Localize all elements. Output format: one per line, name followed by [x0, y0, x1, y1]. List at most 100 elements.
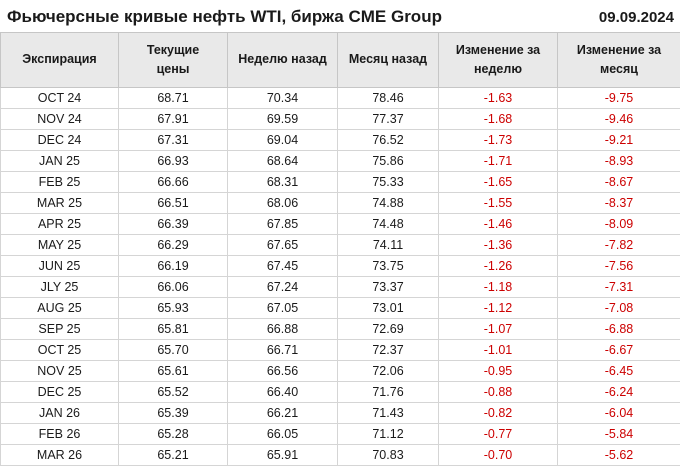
week-ago-cell: 68.06 — [227, 192, 338, 214]
current-price-cell: 66.19 — [118, 255, 228, 277]
report-date: 09.09.2024 — [598, 8, 674, 26]
table-row: MAR 26 65.21 65.91 70.83 -0.70 -5.62 — [0, 444, 680, 466]
month-ago-cell: 74.48 — [337, 213, 439, 235]
table-row: OCT 24 68.71 70.34 78.46 -1.63 -9.75 — [0, 87, 680, 109]
expiration-cell: DEC 25 — [0, 381, 119, 403]
expiration-cell: NOV 25 — [0, 360, 119, 382]
week-ago-cell: 66.71 — [227, 339, 338, 361]
futures-table-body: OCT 24 68.71 70.34 78.46 -1.63 -9.75 NOV 24 67.… — [0, 87, 680, 466]
expiration-cell: AUG 25 — [0, 297, 119, 319]
expiration-cell: JAN 25 — [0, 150, 119, 172]
table-row: OCT 25 65.70 66.71 72.37 -1.01 -6.67 — [0, 339, 680, 361]
expiration-cell: NOV 24 — [0, 108, 119, 130]
current-price-cell: 65.39 — [118, 402, 228, 424]
table-row: NOV 25 65.61 66.56 72.06 -0.95 -6.45 — [0, 360, 680, 382]
current-price-cell: 65.93 — [118, 297, 228, 319]
month-change-cell: -8.09 — [557, 213, 680, 235]
table-row: DEC 24 67.31 69.04 76.52 -1.73 -9.21 — [0, 129, 680, 151]
week-change-cell: -1.18 — [438, 276, 558, 298]
month-ago-cell: 75.33 — [337, 171, 439, 193]
month-ago-cell: 77.37 — [337, 108, 439, 130]
month-change-cell: -7.31 — [557, 276, 680, 298]
table-row: SEP 25 65.81 66.88 72.69 -1.07 -6.88 — [0, 318, 680, 340]
week-ago-cell: 66.05 — [227, 423, 338, 445]
month-ago-cell: 73.01 — [337, 297, 439, 319]
week-ago-cell: 66.88 — [227, 318, 338, 340]
expiration-cell: MAY 25 — [0, 234, 119, 256]
expiration-cell: MAR 25 — [0, 192, 119, 214]
current-price-cell: 65.52 — [118, 381, 228, 403]
month-ago-cell: 72.06 — [337, 360, 439, 382]
month-change-cell: -9.75 — [557, 87, 680, 109]
month-ago-cell: 76.52 — [337, 129, 439, 151]
month-change-cell: -9.21 — [557, 129, 680, 151]
month-ago-cell: 74.88 — [337, 192, 439, 214]
current-price-cell: 65.70 — [118, 339, 228, 361]
week-change-cell: -1.01 — [438, 339, 558, 361]
current-price-cell: 65.81 — [118, 318, 228, 340]
expiration-cell: FEB 26 — [0, 423, 119, 445]
week-ago-cell: 70.34 — [227, 87, 338, 109]
column-header-month-change: Изменение за месяц — [557, 32, 680, 88]
week-change-cell: -0.82 — [438, 402, 558, 424]
week-change-cell: -1.63 — [438, 87, 558, 109]
table-row: DEC 25 65.52 66.40 71.76 -0.88 -6.24 — [0, 381, 680, 403]
table-row: NOV 24 67.91 69.59 77.37 -1.68 -9.46 — [0, 108, 680, 130]
month-change-cell: -6.45 — [557, 360, 680, 382]
week-change-cell: -0.95 — [438, 360, 558, 382]
current-price-cell: 66.29 — [118, 234, 228, 256]
expiration-cell: OCT 25 — [0, 339, 119, 361]
week-change-cell: -1.26 — [438, 255, 558, 277]
week-change-cell: -1.46 — [438, 213, 558, 235]
table-row: JAN 25 66.93 68.64 75.86 -1.71 -8.93 — [0, 150, 680, 172]
column-header-current-price: Текущие цены — [118, 32, 228, 88]
month-change-cell: -5.62 — [557, 444, 680, 466]
month-change-cell: -6.88 — [557, 318, 680, 340]
month-change-cell: -7.08 — [557, 297, 680, 319]
current-price-cell: 68.71 — [118, 87, 228, 109]
week-ago-cell: 69.04 — [227, 129, 338, 151]
month-ago-cell: 74.11 — [337, 234, 439, 256]
table-row: JUN 25 66.19 67.45 73.75 -1.26 -7.56 — [0, 255, 680, 277]
expiration-cell: FEB 25 — [0, 171, 119, 193]
week-ago-cell: 67.45 — [227, 255, 338, 277]
month-ago-cell: 71.12 — [337, 423, 439, 445]
month-ago-cell: 71.43 — [337, 402, 439, 424]
column-header-week-change: Изменение за неделю — [438, 32, 558, 88]
current-price-cell: 66.51 — [118, 192, 228, 214]
current-price-cell: 66.93 — [118, 150, 228, 172]
month-ago-cell: 73.37 — [337, 276, 439, 298]
month-ago-cell: 72.37 — [337, 339, 439, 361]
month-ago-cell: 73.75 — [337, 255, 439, 277]
table-row: FEB 25 66.66 68.31 75.33 -1.65 -8.67 — [0, 171, 680, 193]
week-ago-cell: 67.85 — [227, 213, 338, 235]
table-row: MAR 25 66.51 68.06 74.88 -1.55 -8.37 — [0, 192, 680, 214]
week-ago-cell: 67.24 — [227, 276, 338, 298]
current-price-cell: 66.66 — [118, 171, 228, 193]
month-change-cell: -5.84 — [557, 423, 680, 445]
week-change-cell: -0.70 — [438, 444, 558, 466]
current-price-cell: 65.28 — [118, 423, 228, 445]
expiration-cell: DEC 24 — [0, 129, 119, 151]
table-row: JAN 26 65.39 66.21 71.43 -0.82 -6.04 — [0, 402, 680, 424]
month-change-cell: -6.24 — [557, 381, 680, 403]
expiration-cell: MAR 26 — [0, 444, 119, 466]
month-change-cell: -8.93 — [557, 150, 680, 172]
current-price-cell: 66.06 — [118, 276, 228, 298]
titlebar: Фьючерсные кривые нефть WTI, биржа CME G… — [0, 0, 680, 32]
month-change-cell: -6.04 — [557, 402, 680, 424]
table-row: JLY 25 66.06 67.24 73.37 -1.18 -7.31 — [0, 276, 680, 298]
week-ago-cell: 68.64 — [227, 150, 338, 172]
week-ago-cell: 67.65 — [227, 234, 338, 256]
week-ago-cell: 69.59 — [227, 108, 338, 130]
month-ago-cell: 72.69 — [337, 318, 439, 340]
current-price-cell: 67.31 — [118, 129, 228, 151]
week-ago-cell: 67.05 — [227, 297, 338, 319]
month-ago-cell: 78.46 — [337, 87, 439, 109]
week-change-cell: -1.73 — [438, 129, 558, 151]
month-change-cell: -6.67 — [557, 339, 680, 361]
week-change-cell: -0.77 — [438, 423, 558, 445]
month-ago-cell: 75.86 — [337, 150, 439, 172]
column-header-expiration: Экспирация — [0, 32, 119, 88]
